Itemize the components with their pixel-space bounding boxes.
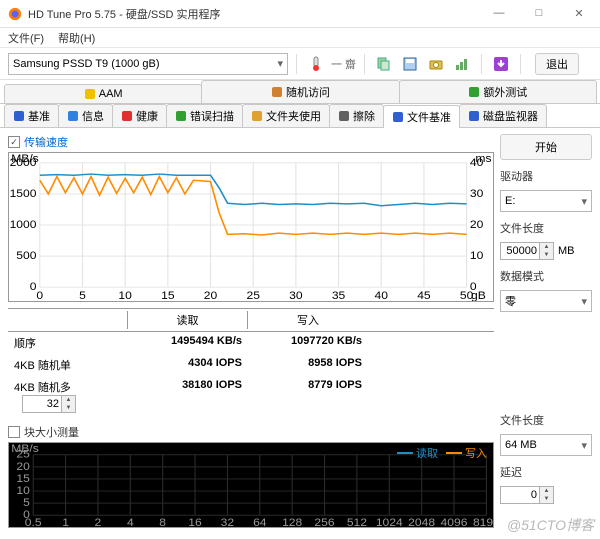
minimize-button[interactable]: — bbox=[486, 7, 512, 20]
svg-text:2048: 2048 bbox=[408, 518, 435, 527]
svg-text:1000: 1000 bbox=[10, 219, 37, 230]
svg-text:10: 10 bbox=[118, 291, 131, 301]
tab-随机访问[interactable]: 随机访问 bbox=[201, 80, 399, 103]
main: 4KB 随机多▲▼38180 IOPS8779 IOPS bbox=[8, 376, 494, 416]
svg-text:15: 15 bbox=[161, 291, 174, 301]
svg-text:32: 32 bbox=[221, 518, 234, 527]
svg-text:MB/s: MB/s bbox=[11, 443, 39, 454]
datamode-label: 数据模式 bbox=[500, 268, 592, 284]
svg-text:ms: ms bbox=[475, 153, 491, 164]
filelen2-label: 文件长度 bbox=[500, 412, 592, 428]
svg-text:1024: 1024 bbox=[376, 518, 404, 527]
svg-text:2: 2 bbox=[95, 518, 102, 527]
menu-bar: 文件(F) 帮助(H) bbox=[0, 28, 600, 48]
temp-icon[interactable] bbox=[305, 53, 327, 75]
datamode-select[interactable]: 零 bbox=[500, 290, 592, 312]
tab-错误扫描[interactable]: 错误扫描 bbox=[166, 104, 243, 127]
results-table: 读取 写入 顺序1495494 KB/s1097720 KB/s4KB 随机单4… bbox=[8, 308, 494, 416]
window-title: HD Tune Pro 5.75 - 硬盘/SSD 实用程序 bbox=[28, 6, 486, 22]
svg-text:15: 15 bbox=[16, 473, 29, 484]
svg-text:256: 256 bbox=[314, 518, 334, 527]
svg-text:25: 25 bbox=[246, 291, 259, 301]
svg-text:16: 16 bbox=[188, 518, 201, 527]
svg-text:4: 4 bbox=[127, 518, 134, 527]
tab-row-2: 基准信息健康错误扫描文件夹使用擦除文件基准磁盘监视器 bbox=[0, 104, 600, 128]
svg-text:500: 500 bbox=[16, 251, 36, 262]
svg-text:8192: 8192 bbox=[473, 518, 493, 527]
transfer-speed-check[interactable]: ✓传输速度 bbox=[8, 134, 494, 150]
drive-label: 驱动器 bbox=[500, 168, 592, 184]
tb-chart-icon[interactable] bbox=[451, 53, 473, 75]
legend-write: 写入 bbox=[465, 445, 487, 461]
tab-基准[interactable]: 基准 bbox=[4, 104, 59, 127]
svg-text:4096: 4096 bbox=[441, 518, 468, 527]
close-button[interactable]: ✕ bbox=[566, 7, 592, 20]
temp-label: 一 齋 bbox=[331, 56, 356, 72]
title-bar: HD Tune Pro 5.75 - 硬盘/SSD 实用程序 — □ ✕ bbox=[0, 0, 600, 28]
start-button[interactable]: 开始 bbox=[500, 134, 592, 160]
svg-text:1500: 1500 bbox=[10, 188, 37, 199]
main: 顺序1495494 KB/s1097720 KB/s bbox=[8, 332, 494, 354]
maximize-button[interactable]: □ bbox=[526, 7, 552, 20]
svg-text:128: 128 bbox=[282, 518, 302, 527]
svg-text:5: 5 bbox=[79, 291, 86, 301]
queue-spin[interactable]: ▲▼ bbox=[22, 395, 76, 413]
tb-save-icon[interactable] bbox=[399, 53, 421, 75]
svg-text:8: 8 bbox=[159, 518, 166, 527]
svg-text:10: 10 bbox=[470, 251, 483, 262]
svg-text:30: 30 bbox=[289, 291, 302, 301]
svg-text:45: 45 bbox=[417, 291, 430, 301]
svg-text:512: 512 bbox=[347, 518, 367, 527]
tab-AAM[interactable]: AAM bbox=[4, 84, 202, 103]
svg-text:MB/s: MB/s bbox=[11, 153, 39, 164]
menu-help[interactable]: 帮助(H) bbox=[58, 30, 95, 46]
tb-down-icon[interactable] bbox=[490, 53, 512, 75]
tab-擦除[interactable]: 擦除 bbox=[329, 104, 384, 127]
filelen-label: 文件长度 bbox=[500, 220, 592, 236]
svg-text:1: 1 bbox=[62, 518, 69, 527]
svg-text:35: 35 bbox=[332, 291, 345, 301]
delay-spin[interactable]: ▲▼ bbox=[500, 486, 592, 504]
legend-read: 读取 bbox=[416, 445, 438, 461]
tab-文件夹使用[interactable]: 文件夹使用 bbox=[242, 104, 330, 127]
svg-text:64: 64 bbox=[253, 518, 267, 527]
tab-信息[interactable]: 信息 bbox=[58, 104, 113, 127]
svg-text:0: 0 bbox=[36, 291, 43, 301]
menu-file[interactable]: 文件(F) bbox=[8, 30, 44, 46]
filelen2-select[interactable]: 64 MB bbox=[500, 434, 592, 456]
drive-select[interactable]: Samsung PSSD T9 (1000 gB) bbox=[8, 53, 288, 75]
tab-row-1: AAM随机访问额外测试 bbox=[0, 80, 600, 104]
tb-camera-icon[interactable] bbox=[425, 53, 447, 75]
svg-text:gB: gB bbox=[471, 291, 486, 301]
tab-额外测试[interactable]: 额外测试 bbox=[399, 80, 597, 103]
watermark: @51CTO博客 bbox=[507, 515, 594, 535]
main: 4KB 随机单4304 IOPS8958 IOPS bbox=[8, 354, 494, 376]
svg-text:0.5: 0.5 bbox=[25, 518, 42, 527]
delay-label: 延迟 bbox=[500, 464, 592, 480]
svg-text:5: 5 bbox=[23, 498, 30, 509]
svg-text:40: 40 bbox=[375, 291, 388, 301]
transfer-chart: 0500100015002000051015202530354045500102… bbox=[8, 152, 494, 302]
filelen-spin[interactable]: ▲▼ bbox=[500, 242, 554, 260]
tab-磁盘监视器[interactable]: 磁盘监视器 bbox=[459, 104, 547, 127]
tb-copy-icon[interactable] bbox=[373, 53, 395, 75]
app-icon bbox=[8, 7, 22, 21]
svg-text:30: 30 bbox=[470, 188, 483, 199]
tab-健康[interactable]: 健康 bbox=[112, 104, 167, 127]
blocksize-chart: 读取 写入 05101520250.5124816326412825651210… bbox=[8, 442, 494, 528]
tab-文件基准[interactable]: 文件基准 bbox=[383, 105, 460, 128]
svg-text:20: 20 bbox=[16, 461, 29, 472]
svg-text:20: 20 bbox=[470, 219, 483, 230]
blocksize-check[interactable]: ✓块大小测量 bbox=[8, 424, 494, 440]
exit-button[interactable]: 退出 bbox=[535, 53, 579, 75]
drive-letter-select[interactable]: E: bbox=[500, 190, 592, 212]
toolbar: Samsung PSSD T9 (1000 gB) 一 齋 退出 bbox=[0, 48, 600, 80]
svg-text:20: 20 bbox=[204, 291, 217, 301]
svg-text:10: 10 bbox=[16, 486, 29, 497]
